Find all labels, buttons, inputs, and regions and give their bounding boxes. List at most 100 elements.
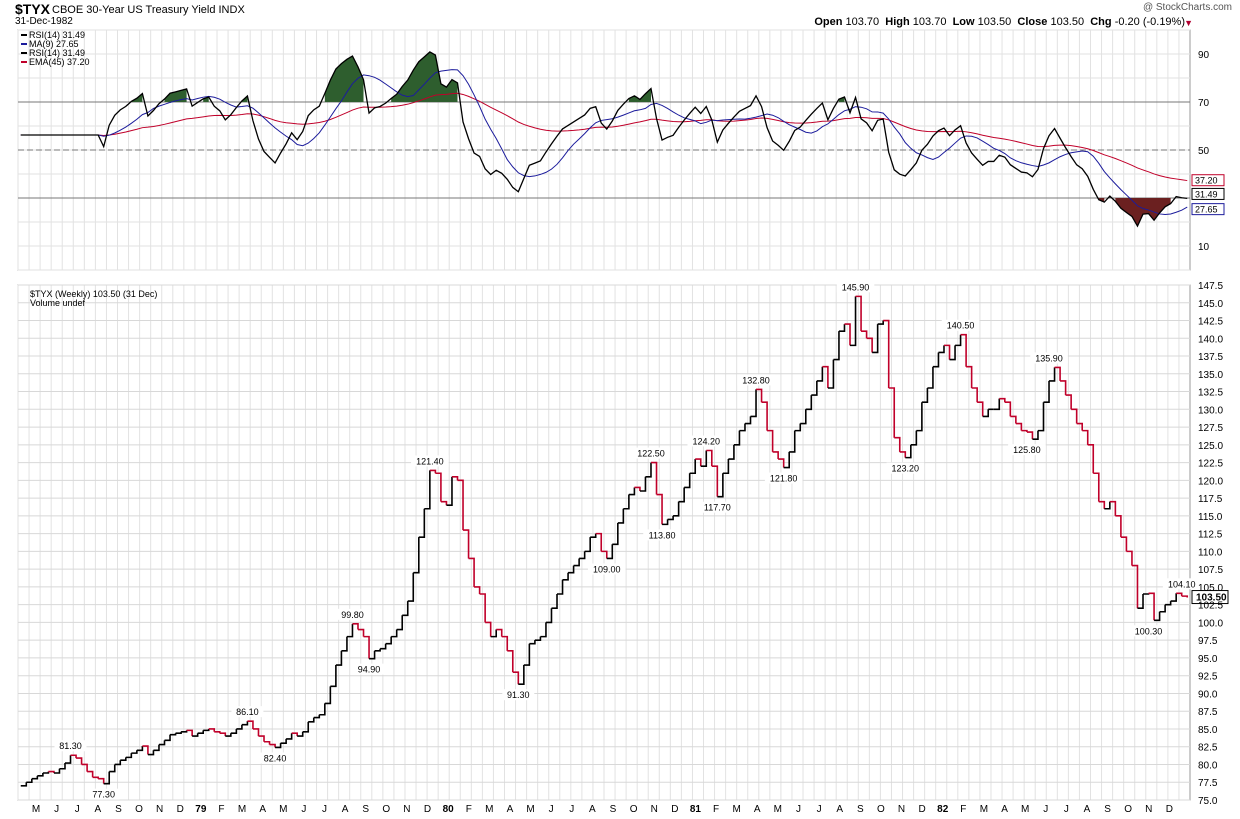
- price-segment: [175, 731, 182, 735]
- x-tick-label: N: [403, 804, 410, 815]
- price-segment: [197, 730, 204, 735]
- price-segment: [894, 436, 901, 452]
- price-segment: [1076, 422, 1083, 431]
- price-segment: [921, 388, 929, 404]
- rsi-ma-line: [20, 69, 1188, 216]
- x-tick-label: J: [569, 804, 574, 815]
- x-tick-label: A: [754, 804, 761, 815]
- price-tick-label: 85.0: [1198, 725, 1218, 736]
- price-segment: [203, 728, 210, 732]
- price-segment: [628, 487, 636, 496]
- price-segment: [429, 469, 437, 474]
- x-tick-label: 82: [937, 804, 949, 815]
- rsi-overbought-fill: [203, 97, 209, 102]
- price-segment: [960, 333, 967, 367]
- price-segment: [695, 458, 702, 467]
- price-segment: [529, 640, 536, 645]
- price-segment: [1098, 500, 1106, 509]
- x-tick-label: N: [898, 804, 905, 815]
- price-tick-label: 142.5: [1198, 317, 1223, 328]
- price-segment: [291, 732, 298, 737]
- price-tick-label: 120.0: [1198, 476, 1223, 487]
- annotation-bg: [632, 447, 670, 459]
- last-price-label: 103.50: [1196, 593, 1227, 604]
- rsi-value-tag: [1191, 187, 1225, 200]
- annotation-bg: [764, 472, 803, 484]
- price-segment: [181, 730, 188, 733]
- x-tick-label: A: [589, 804, 596, 815]
- rsi-oversold-fill: [1115, 198, 1171, 227]
- annotation-bg: [54, 740, 87, 752]
- price-segment: [158, 740, 166, 746]
- price-annotation: 94.90: [358, 665, 381, 675]
- price-segment: [258, 735, 265, 742]
- price-segment: [1004, 401, 1012, 417]
- last-price-tag: [1191, 590, 1229, 605]
- price-segment: [468, 557, 475, 587]
- close-value: 103.50: [1050, 16, 1085, 28]
- price-segment: [512, 671, 520, 685]
- price-segment: [794, 423, 802, 432]
- price-segment: [667, 515, 674, 521]
- price-segment: [1154, 611, 1161, 622]
- x-tick-label: M: [732, 804, 740, 815]
- price-segment: [722, 459, 730, 475]
- price-annotation: 124.20: [693, 437, 721, 447]
- x-tick-label: J: [75, 804, 80, 815]
- price-tick-label: 102.5: [1198, 601, 1223, 612]
- price-tick-label: 127.5: [1198, 423, 1223, 434]
- price-segment: [1082, 429, 1089, 445]
- x-tick-label: O: [135, 804, 143, 815]
- x-tick-label: J: [1064, 804, 1069, 815]
- rsi-legend-entry: RSI(14) 31.49: [29, 30, 85, 40]
- price-segment: [380, 643, 387, 650]
- annotation-bg: [643, 529, 681, 541]
- rsi-overbought-fill: [391, 51, 458, 102]
- price-segment: [634, 486, 641, 491]
- price-segment: [219, 732, 227, 737]
- price-segment: [125, 753, 133, 759]
- high-value: 103.70: [912, 16, 947, 28]
- price-segment: [949, 345, 956, 361]
- x-tick-label: J: [322, 804, 327, 815]
- price-segment: [214, 731, 221, 734]
- price-segment: [402, 601, 409, 617]
- price-tick-label: 125.0: [1198, 441, 1223, 452]
- chg-value: -0.20 (-0.19%): [1114, 16, 1185, 28]
- x-tick-label: M: [32, 804, 40, 815]
- rsi-value-label: 31.49: [1195, 189, 1218, 199]
- x-tick-label: J: [817, 804, 822, 815]
- price-panel: 103.50 81.30 77.30 86.10 82.40 99.80 94.90 121.…: [20, 281, 1229, 800]
- price-segment: [418, 508, 426, 538]
- price-segment: [1159, 604, 1166, 613]
- price-segment: [20, 782, 28, 787]
- x-tick-label: M: [1021, 804, 1029, 815]
- price-segment: [601, 550, 608, 559]
- price-segment: [999, 397, 1006, 403]
- price-segment: [684, 473, 691, 489]
- price-annotation: 113.80: [649, 530, 676, 540]
- price-segment: [1071, 408, 1078, 424]
- price-annotation: 77.30: [92, 790, 115, 800]
- price-annotation: 117.70: [704, 503, 731, 513]
- price-segment: [142, 745, 149, 755]
- price-segment: [98, 777, 105, 784]
- rsi-legend-entry: MA(9) 27.65: [29, 39, 79, 49]
- price-segment: [1115, 515, 1122, 538]
- price-segment: [357, 628, 365, 637]
- rsi-overbought-fill: [164, 88, 187, 102]
- price-annotation: 121.80: [770, 474, 798, 484]
- price-segment: [435, 472, 442, 502]
- price-segment: [888, 387, 896, 438]
- price-segment: [507, 650, 514, 673]
- price-segment: [37, 773, 44, 777]
- price-segment: [639, 476, 647, 492]
- price-segment: [302, 721, 310, 733]
- x-tick-label: M: [485, 804, 493, 815]
- price-segment: [1131, 564, 1139, 609]
- price-annotation: 122.50: [637, 449, 665, 459]
- price-segment: [943, 344, 951, 360]
- price-segment: [297, 731, 304, 737]
- price-segment: [850, 296, 857, 347]
